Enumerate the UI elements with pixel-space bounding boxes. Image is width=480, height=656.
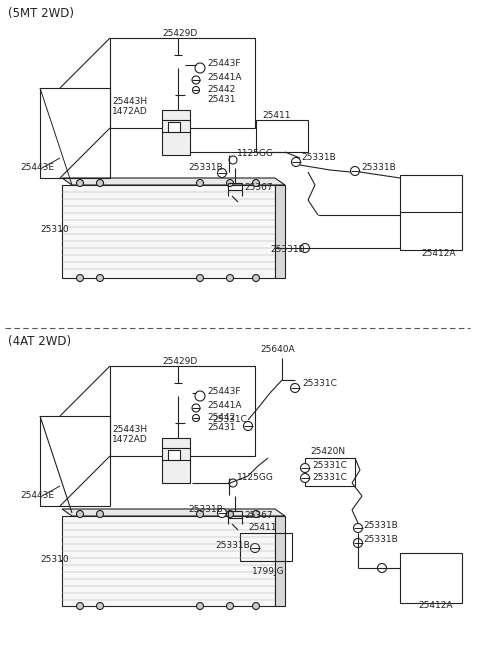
Circle shape <box>227 180 233 186</box>
Text: 25443H: 25443H <box>112 98 147 106</box>
Text: 1125GG: 1125GG <box>237 150 274 159</box>
Text: 25367: 25367 <box>244 512 273 520</box>
Polygon shape <box>62 516 275 606</box>
Text: 25429D: 25429D <box>162 28 197 37</box>
Circle shape <box>192 87 200 94</box>
Text: 25441A: 25441A <box>207 401 241 411</box>
Text: 25420N: 25420N <box>310 447 345 457</box>
Text: (4AT 2WD): (4AT 2WD) <box>8 335 71 348</box>
Text: 25411: 25411 <box>262 110 290 119</box>
Circle shape <box>192 415 200 422</box>
Polygon shape <box>275 516 285 606</box>
Polygon shape <box>275 185 285 278</box>
Text: 25429D: 25429D <box>162 356 197 365</box>
Text: 25412A: 25412A <box>418 602 453 611</box>
Circle shape <box>252 602 260 609</box>
Circle shape <box>291 157 300 167</box>
Circle shape <box>196 180 204 186</box>
Circle shape <box>76 274 84 281</box>
Circle shape <box>96 510 104 518</box>
Circle shape <box>96 602 104 609</box>
Text: 25442: 25442 <box>207 85 235 94</box>
Text: 1472AD: 1472AD <box>112 436 148 445</box>
Circle shape <box>300 464 310 472</box>
Bar <box>400 175 462 250</box>
Circle shape <box>192 76 200 84</box>
Circle shape <box>227 510 233 518</box>
Text: 25331C: 25331C <box>212 415 247 424</box>
Text: 25331C: 25331C <box>302 379 337 388</box>
Circle shape <box>252 274 260 281</box>
Text: (5MT 2WD): (5MT 2WD) <box>8 7 74 20</box>
Circle shape <box>196 510 204 518</box>
Text: 1472AD: 1472AD <box>112 108 148 117</box>
Text: 25331C: 25331C <box>312 474 347 483</box>
Circle shape <box>377 564 386 573</box>
Circle shape <box>353 523 362 533</box>
Text: 25431: 25431 <box>207 424 236 432</box>
Bar <box>168 450 180 460</box>
Circle shape <box>196 274 204 281</box>
Circle shape <box>300 474 310 483</box>
Circle shape <box>76 602 84 609</box>
Text: 25441A: 25441A <box>207 73 241 83</box>
Circle shape <box>195 63 205 73</box>
Text: 25443H: 25443H <box>112 426 147 434</box>
Text: 25331B: 25331B <box>270 245 305 255</box>
Text: 25431: 25431 <box>207 96 236 104</box>
Text: 25331B: 25331B <box>215 541 250 550</box>
Bar <box>400 553 462 603</box>
Text: 25640A: 25640A <box>260 346 295 354</box>
Circle shape <box>300 243 310 253</box>
Circle shape <box>195 391 205 401</box>
Text: 25331B: 25331B <box>301 152 336 161</box>
Circle shape <box>217 169 227 178</box>
Circle shape <box>251 544 260 552</box>
Text: 25331B: 25331B <box>363 520 398 529</box>
Text: 25310: 25310 <box>40 226 69 234</box>
Circle shape <box>76 180 84 186</box>
Text: 25331B: 25331B <box>363 535 398 544</box>
Text: 25443E: 25443E <box>20 163 54 173</box>
Text: 25443E: 25443E <box>20 491 54 501</box>
Text: 1799JG: 1799JG <box>252 567 285 575</box>
Bar <box>240 533 292 561</box>
Text: 25331B: 25331B <box>188 504 223 514</box>
Circle shape <box>350 167 360 176</box>
Text: 25443F: 25443F <box>207 58 240 68</box>
Circle shape <box>252 510 260 518</box>
Circle shape <box>353 539 362 548</box>
Polygon shape <box>62 178 285 185</box>
Text: 25411: 25411 <box>248 523 276 533</box>
Circle shape <box>76 510 84 518</box>
Circle shape <box>252 180 260 186</box>
Circle shape <box>229 156 237 164</box>
Bar <box>168 122 180 132</box>
Text: 25331B: 25331B <box>361 163 396 173</box>
Text: 25367: 25367 <box>244 184 273 192</box>
Text: 25442: 25442 <box>207 413 235 422</box>
Polygon shape <box>62 185 275 278</box>
Circle shape <box>217 508 227 518</box>
Circle shape <box>96 274 104 281</box>
Text: 1125GG: 1125GG <box>237 472 274 482</box>
Text: 25310: 25310 <box>40 556 69 565</box>
Bar <box>305 458 355 486</box>
Circle shape <box>96 180 104 186</box>
Text: 25331B: 25331B <box>188 163 223 173</box>
Bar <box>162 438 190 483</box>
Bar <box>256 120 308 152</box>
Circle shape <box>229 479 237 487</box>
Circle shape <box>290 384 300 392</box>
Text: 25331C: 25331C <box>312 462 347 470</box>
Circle shape <box>192 404 200 412</box>
Polygon shape <box>62 509 285 516</box>
Circle shape <box>227 602 233 609</box>
Circle shape <box>196 602 204 609</box>
Circle shape <box>243 422 252 430</box>
Text: 25412A: 25412A <box>421 249 456 258</box>
Circle shape <box>227 274 233 281</box>
Text: 25443F: 25443F <box>207 386 240 396</box>
Bar <box>162 110 190 155</box>
